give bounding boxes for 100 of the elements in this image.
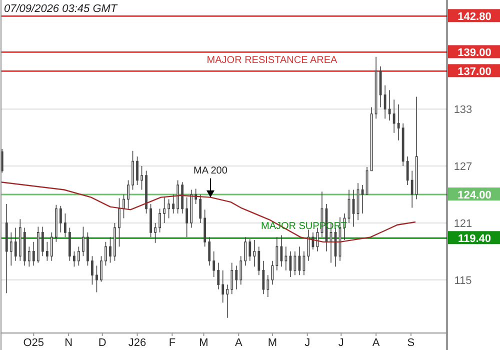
candlestick [348,189,350,224]
candlestick [28,246,30,267]
candlestick [82,226,84,257]
candlestick [361,184,364,214]
candlestick [118,198,120,248]
candlestick [262,260,265,295]
candlestick [132,150,134,190]
candlestick [54,204,58,242]
candlestick [91,256,94,286]
candlestick [280,234,283,267]
candlestick [312,232,314,250]
candlestick [258,246,260,276]
candlestick [104,242,107,266]
x-tick-label: O25 [23,337,44,349]
x-tick-label: J [338,337,344,349]
candlestick [379,66,382,108]
candlestick [23,227,26,266]
annotation: 07/09/2026 03:45 GMT [4,3,118,15]
candlestick [230,262,234,295]
candlestick [253,240,256,267]
candlestick [114,222,116,262]
candlestick [140,166,143,190]
x-tick-label: S [407,337,415,349]
ref-line-label: 119.40 [458,233,492,246]
candlestick [226,284,229,318]
y-tick-label: 121 [454,218,472,230]
x-tick-label: A [234,337,243,349]
candlestick [73,251,76,267]
candlestick [109,236,112,264]
x-tick-label: M [268,337,278,349]
candlestick [32,242,35,266]
candlestick [266,274,270,298]
candlestick [68,227,71,262]
candlestick [86,232,89,266]
candlestick [176,180,180,214]
x-tick-label: J [304,337,310,349]
candlestick [217,262,220,290]
candlestick [127,180,130,210]
candlestick [402,122,404,166]
x-tick-label: F [168,337,176,349]
candlestick [50,232,53,262]
candlestick [41,226,44,257]
candlestick [204,209,206,248]
candlestick [5,204,8,294]
candlestick [59,205,62,233]
candlestick [298,246,301,276]
candlestick [244,236,247,266]
candlestick [199,194,202,224]
candlestick [294,251,296,276]
ref-line-label: 124.00 [458,189,492,202]
candlestick [271,260,274,286]
candlestick [10,232,12,266]
candlestick [122,194,125,219]
ref-line-label: 137.00 [458,66,492,78]
candlestick [415,96,418,200]
candlestick [235,265,238,290]
candlestick [248,238,252,262]
candlestick [168,198,170,219]
candlestick [284,246,288,271]
candlestick [172,194,175,214]
ref-line-label: 142.80 [458,11,492,24]
x-tick-label: M [199,337,208,349]
candlestick [64,213,66,238]
candlestick [307,229,310,262]
candlestick [150,204,152,238]
annotation: MA 200 [194,165,228,176]
candlestick [163,196,166,224]
candlestick [145,170,148,214]
candlestick [78,246,80,266]
candlestick [186,196,188,238]
y-tick-label: 133 [454,104,472,116]
candlestick [136,156,138,186]
candlestick [302,251,306,276]
candlestick [222,270,224,304]
candlestick [181,182,184,214]
candlestick [410,170,414,208]
x-tick-label: A [372,337,380,349]
y-tick-label: 127 [454,161,472,174]
candlestick [96,265,98,293]
candlestick [240,256,242,286]
candlestick [36,226,40,264]
annotation: MAJOR RESISTANCE AREA [206,55,338,66]
candlestick [384,84,386,119]
line-series [0,182,416,243]
candlestick [208,236,211,266]
candlestick [190,189,193,228]
candlestick [388,90,391,121]
candlestick [18,218,22,262]
candlestick [392,99,396,134]
candlestick [276,236,278,271]
candlestick [158,208,162,233]
candlestick [352,189,355,228]
ref-line-label: 139.00 [458,47,492,60]
x-tick-label: J26 [128,337,146,349]
x-tick-label: N [64,337,73,349]
candlestick [154,222,156,244]
candlestick [212,251,216,278]
candlestick [14,227,17,262]
x-tick-label: D [98,337,106,349]
candlestick [397,104,400,141]
